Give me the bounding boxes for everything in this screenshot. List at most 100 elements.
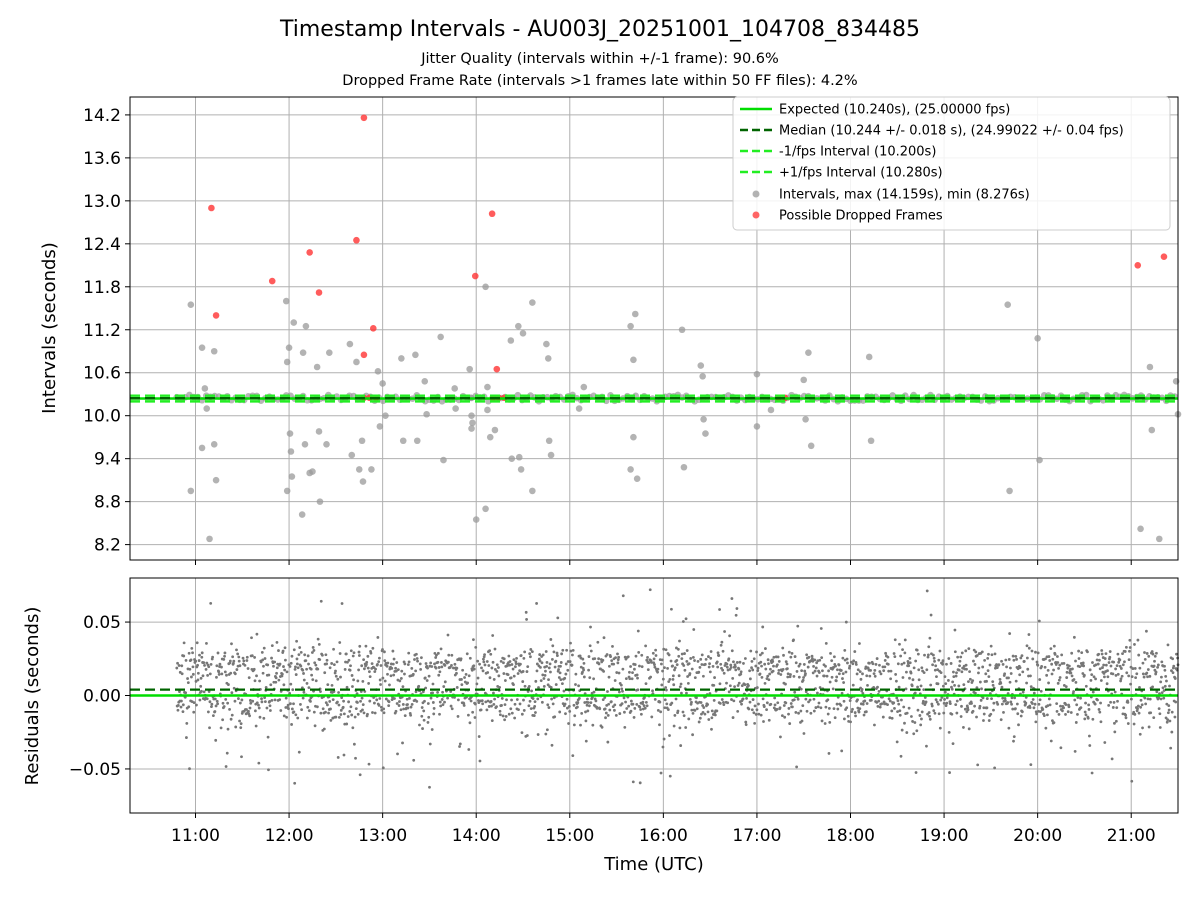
- residual-point: [878, 670, 882, 673]
- residual-point: [263, 657, 267, 660]
- residual-point: [1124, 716, 1128, 720]
- residual-point: [449, 690, 453, 693]
- residuals-x-ticks: 11:00 12:00 13:00 14:00 15:00 16:00 17:00 18:00…: [171, 813, 1156, 846]
- residual-point: [1015, 657, 1018, 661]
- residual-point: [823, 722, 827, 725]
- residual-point: [334, 715, 338, 719]
- residual-point: [1114, 719, 1118, 723]
- interval-point: [580, 383, 588, 391]
- interval-point: [865, 353, 873, 361]
- residual-point: [760, 675, 764, 679]
- residual-point: [855, 672, 859, 676]
- residual-point: [290, 723, 293, 726]
- residual-point: [819, 627, 823, 630]
- residual-point: [910, 715, 913, 718]
- residual-point: [512, 683, 515, 687]
- residual-point: [905, 731, 909, 734]
- residual-point: [939, 671, 943, 675]
- residual-point: [330, 662, 334, 665]
- residual-point: [593, 657, 597, 661]
- residual-point: [638, 705, 642, 709]
- residual-point: [198, 653, 201, 657]
- residual-point: [319, 711, 323, 715]
- residual-point: [510, 663, 514, 666]
- residual-point: [767, 678, 771, 682]
- residual-point: [439, 704, 443, 708]
- residual-point: [878, 705, 882, 709]
- residual-point: [894, 673, 898, 676]
- residual-point: [847, 666, 851, 670]
- residual-point: [198, 698, 202, 702]
- residual-point: [340, 602, 344, 605]
- residual-point: [667, 653, 671, 657]
- residual-point: [1024, 701, 1028, 705]
- residual-point: [789, 702, 793, 705]
- residual-point: [522, 698, 525, 702]
- residual-point: [681, 620, 685, 623]
- residual-point: [555, 651, 559, 655]
- residual-point: [999, 681, 1003, 685]
- residual-point: [561, 648, 565, 652]
- residual-point: [1143, 696, 1147, 700]
- residual-point: [216, 702, 220, 706]
- residual-point: [463, 676, 466, 679]
- residual-point: [868, 661, 871, 665]
- residual-point: [480, 699, 484, 703]
- residuals-x-tick-label: 15:00: [545, 826, 594, 846]
- interval-point: [529, 487, 536, 495]
- residual-point: [973, 663, 977, 666]
- residual-point: [834, 679, 838, 683]
- residual-point: [963, 707, 967, 711]
- residual-point: [1064, 703, 1068, 706]
- residual-point: [179, 705, 183, 709]
- residual-point: [799, 709, 803, 713]
- residual-point: [563, 702, 567, 706]
- residual-point: [246, 667, 250, 670]
- residual-point: [382, 711, 386, 715]
- residual-point: [981, 696, 985, 700]
- residual-point: [936, 682, 940, 686]
- residual-point: [567, 704, 571, 708]
- residual-point: [1113, 730, 1117, 734]
- residual-point: [617, 671, 621, 675]
- residual-point: [275, 671, 278, 675]
- residual-point: [1086, 650, 1089, 654]
- intervals-axes-frame: [129, 96, 1179, 561]
- interval-point: [353, 358, 360, 366]
- residual-point: [645, 658, 649, 662]
- residual-point: [951, 742, 955, 745]
- residual-point: [844, 670, 848, 674]
- residual-point: [1072, 678, 1076, 681]
- residual-point: [960, 704, 963, 708]
- residual-point: [822, 674, 826, 678]
- residual-point: [844, 620, 848, 624]
- residual-point: [332, 663, 336, 667]
- residual-point: [239, 722, 243, 726]
- residual-point: [670, 701, 674, 705]
- residual-point: [232, 686, 236, 690]
- residual-point: [945, 662, 948, 666]
- residual-point: [1007, 658, 1011, 661]
- residual-point: [384, 697, 388, 701]
- residual-point: [1107, 661, 1111, 664]
- residual-point: [1145, 671, 1149, 675]
- residual-point: [563, 676, 567, 680]
- residual-point: [1000, 659, 1003, 663]
- residual-point: [1108, 655, 1112, 659]
- residual-point: [512, 674, 516, 678]
- interval-point: [187, 487, 195, 495]
- residual-point: [1062, 706, 1065, 710]
- residual-point: [913, 691, 917, 695]
- residual-point: [565, 648, 569, 652]
- residual-point: [396, 668, 400, 672]
- residual-point: [238, 701, 242, 705]
- residual-point: [722, 671, 726, 675]
- residual-point: [712, 699, 716, 702]
- residual-point: [603, 696, 607, 699]
- residual-point: [642, 704, 646, 708]
- residual-point: [902, 661, 906, 665]
- residual-point: [544, 669, 547, 673]
- residual-point: [306, 705, 310, 709]
- residual-point: [254, 724, 258, 728]
- residual-point: [668, 774, 672, 778]
